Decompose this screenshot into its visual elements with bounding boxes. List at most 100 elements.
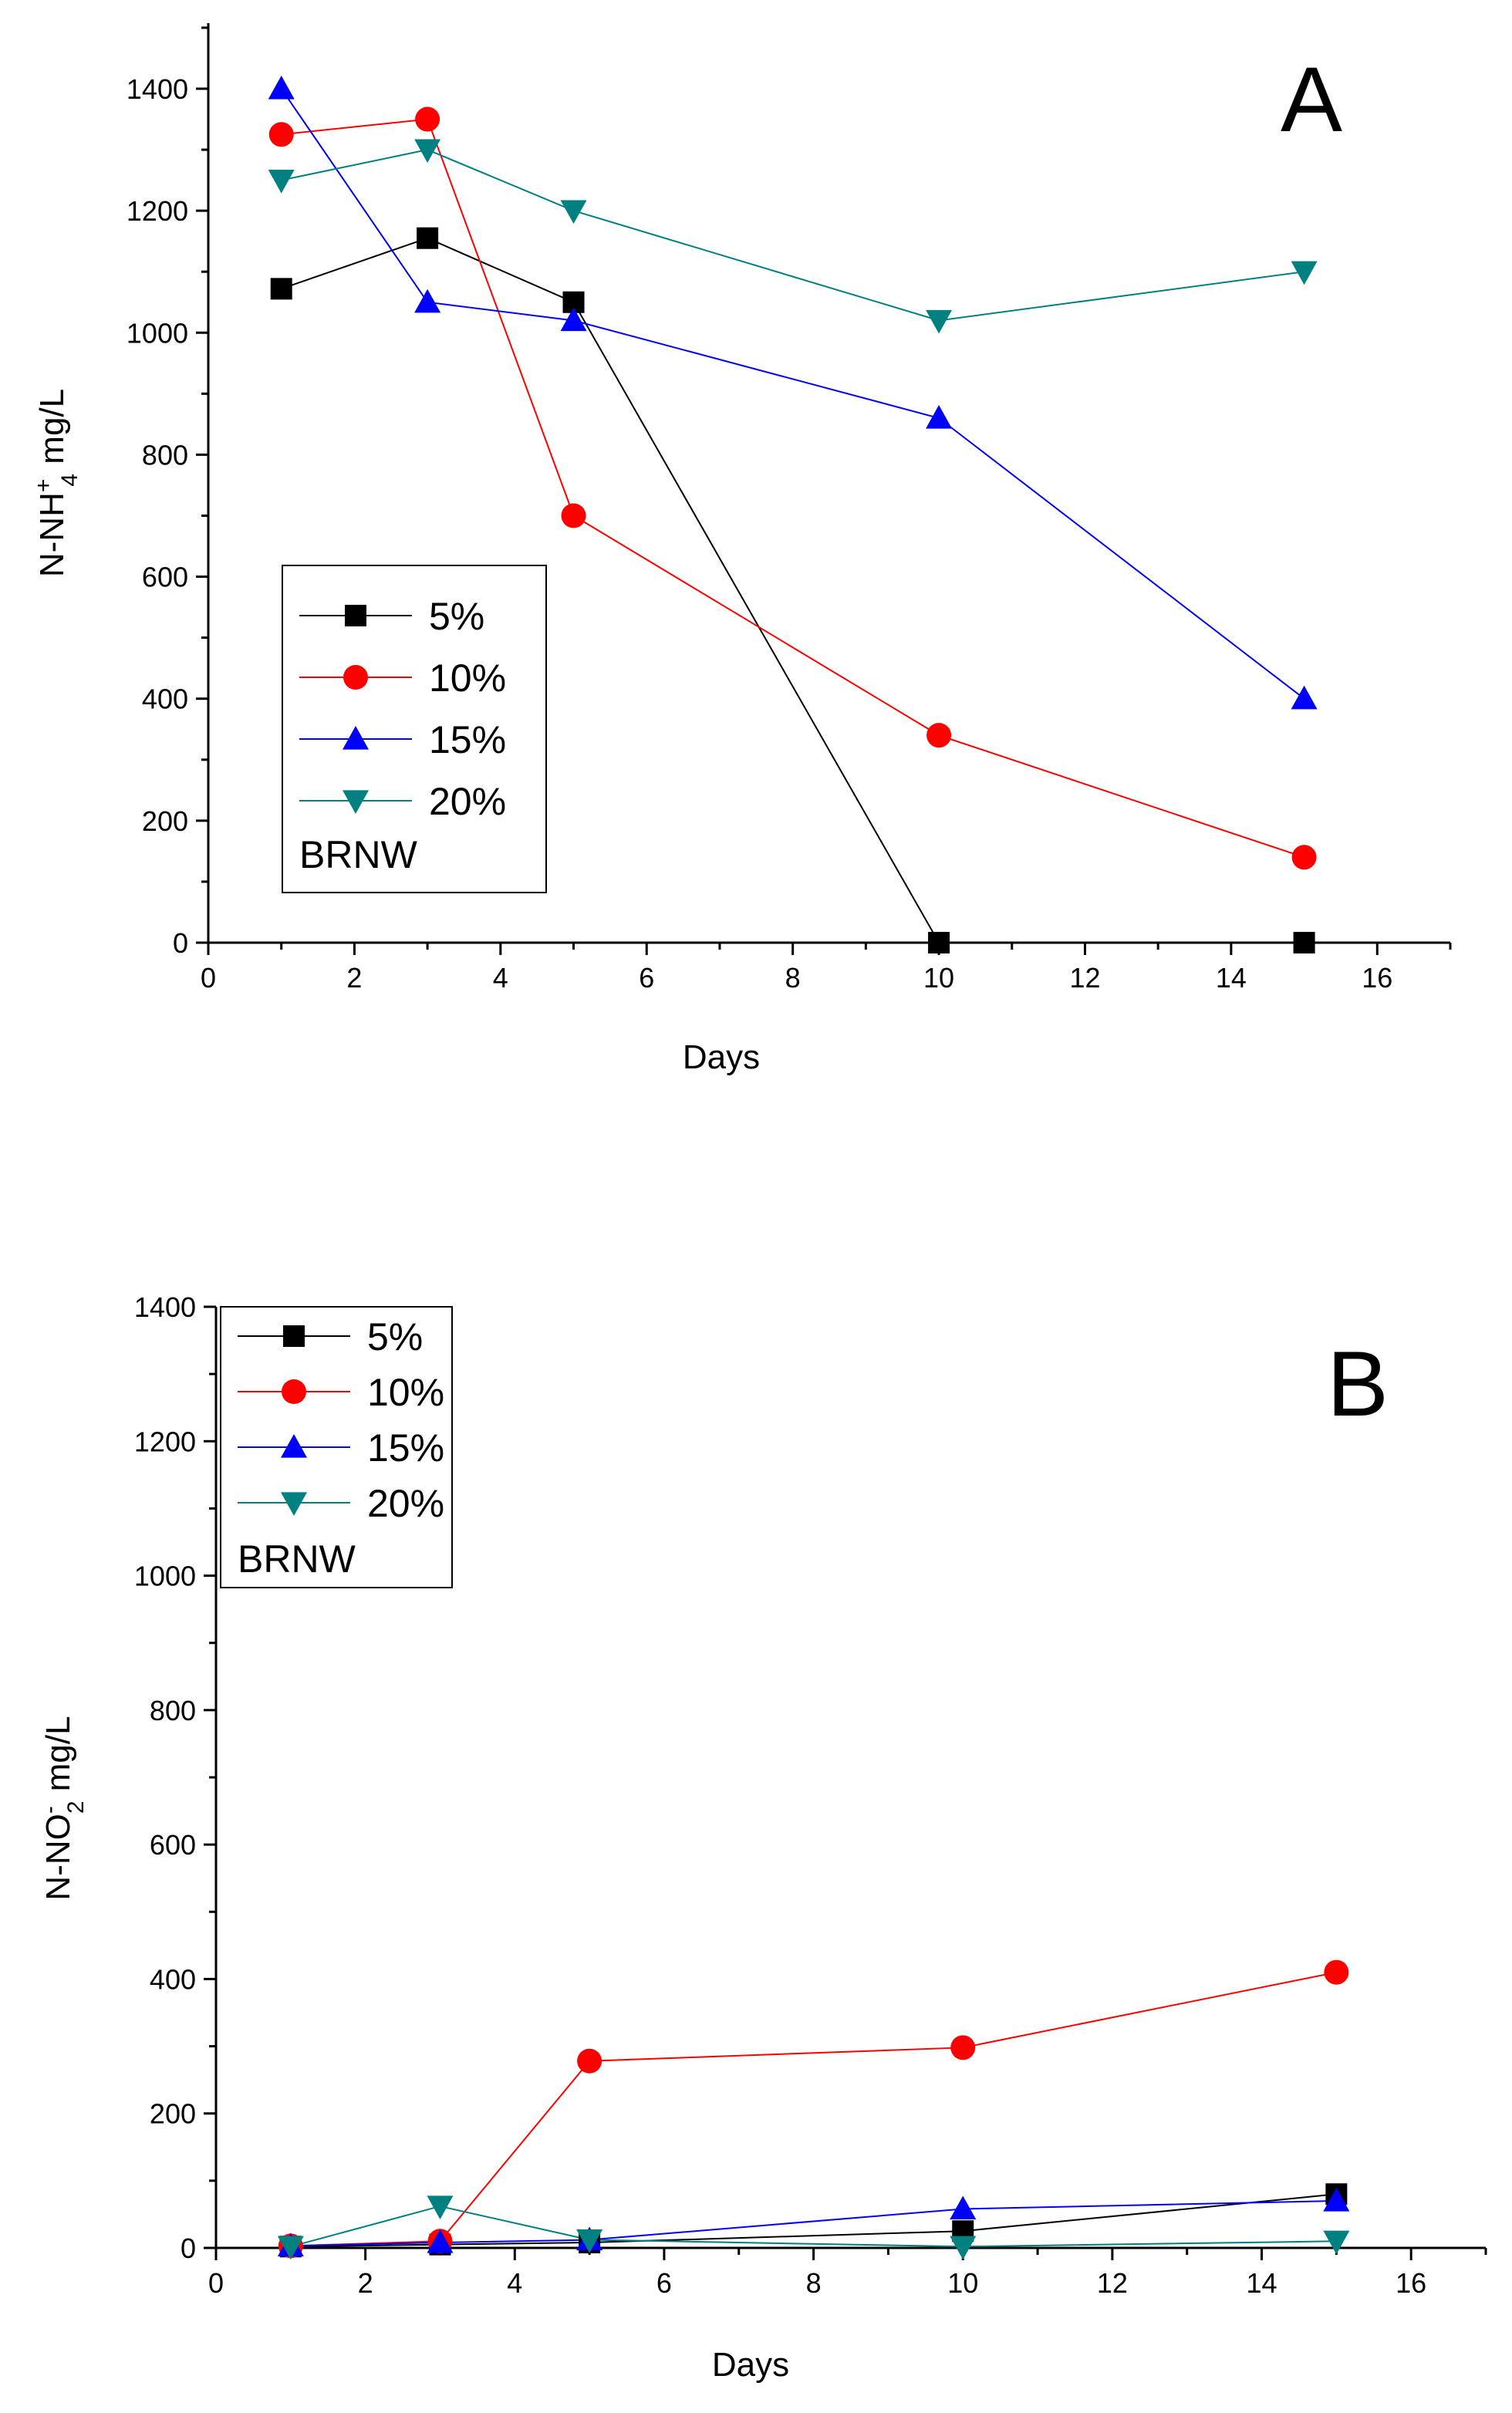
y-tick-label: 1200 [127,195,188,227]
data-point-10pct [415,106,440,132]
y-axis-title-sup: - [37,1806,62,1814]
x-tick-label: 10 [947,2267,978,2299]
legend-note: BRNW [238,1537,356,1581]
data-point-10pct [561,503,586,528]
legend-marker [283,1325,305,1347]
chart-panel-A: 0 2 4 6 8 10 12 14 16 0 200 400 600 800 1000 1200 1400 Da… [31,23,1452,1076]
legend-marker [281,1434,307,1458]
data-point-5pct [1293,932,1315,953]
data-point-15pct [1323,2188,1350,2212]
data-point-15pct [414,289,441,313]
x-tick-label: 2 [346,962,362,994]
data-point-10pct [1291,845,1317,870]
data-point-15pct [926,404,953,429]
legend-label: 5% [429,595,484,638]
legend-marker [345,605,366,626]
y-tick-label: 400 [150,1963,196,1995]
chart-panel-B: 0 2 4 6 8 10 12 14 16 0 200 400 600 800 1000 1200 1400 Da… [37,1291,1487,2384]
legend-marker [343,726,369,750]
panel-label: A [1281,48,1342,151]
y-axis-title-sub: 4 [57,474,83,487]
data-point-20pct [427,2195,454,2219]
data-point-20pct [268,170,295,194]
data-point-20pct [1323,2230,1350,2255]
legend-marker [281,1492,307,1516]
data-point-10pct [268,122,294,147]
y-axis-title: N-NH+4 mg/L [31,389,83,577]
data-point-20pct [1291,261,1318,285]
x-tick-label: 14 [1216,962,1247,994]
data-point-20pct [560,200,587,224]
x-tick-label: 0 [208,2267,224,2299]
data-point-5pct [417,227,439,249]
y-tick-label: 800 [142,439,188,471]
data-point-15pct [427,2229,454,2253]
y-tick-label: 600 [150,1829,196,1861]
x-axis-title: Days [712,2346,789,2384]
y-tick-label: 200 [142,805,188,837]
legend-label: 10% [367,1371,444,1414]
y-tick-label: 1200 [134,1426,196,1457]
y-axis-title-unit: mg/L [33,389,71,474]
y-axis-title-base: N-NH [33,492,71,577]
data-point-10pct [950,2035,976,2060]
x-axis-title: Days [683,1038,760,1076]
x-tick-label: 8 [806,2267,822,2299]
legend-label: 5% [367,1315,423,1358]
data-point-5pct [928,932,950,953]
legend-label: 15% [367,1426,444,1470]
legend-marker [282,1379,306,1404]
legend-marker [343,665,368,690]
data-point-15pct [268,76,295,100]
data-point-20pct [576,2229,603,2253]
legend-label: 10% [429,656,506,700]
x-tick-label: 0 [201,962,216,994]
y-tick-label: 400 [142,683,188,715]
data-point-10pct [1324,1959,1349,1985]
x-tick-label: 2 [358,2267,373,2299]
x-tick-label: 16 [1396,2267,1426,2299]
legend-label: 20% [367,1482,444,1525]
y-tick-label: 0 [173,927,188,959]
data-point-10pct [577,2048,602,2074]
panel-label: B [1327,1332,1389,1436]
x-tick-label: 16 [1362,962,1392,994]
x-tick-label: 10 [923,962,954,994]
y-axis-title-base: N-NO [39,1814,77,1900]
legend-label: 15% [429,718,506,761]
data-point-15pct [950,2195,977,2220]
x-tick-label: 4 [493,962,508,994]
y-tick-label: 0 [181,2232,196,2264]
y-axis-title-sup: + [31,479,56,493]
data-point-20pct [277,2236,304,2260]
legend-box [282,565,547,893]
y-tick-label: 800 [150,1695,196,1726]
y-tick-label: 1400 [127,73,188,105]
x-tick-label: 8 [785,962,801,994]
x-tick-label: 4 [507,2267,522,2299]
x-tick-label: 14 [1247,2267,1277,2299]
y-axis-title: N-NO-2 mg/L [37,1716,89,1900]
x-tick-label: 6 [656,2267,672,2299]
data-point-20pct [414,139,441,164]
x-tick-label: 12 [1069,962,1100,994]
x-tick-label: 6 [639,962,654,994]
y-axis-title-sub: 2 [63,1800,89,1814]
legend-label: 20% [429,780,506,823]
y-axis-title-unit: mg/L [39,1716,77,1800]
legend: 5% 10% 15% 20% BRNW [220,1306,453,1588]
data-point-15pct [560,307,587,332]
y-tick-label: 1000 [134,1561,196,1592]
x-tick-label: 12 [1097,2267,1128,2299]
data-point-15pct [1291,685,1318,710]
data-point-20pct [950,2236,977,2260]
data-point-5pct [270,278,292,300]
y-tick-label: 200 [150,2098,196,2130]
legend: 5% 10% 15% 20% BRNW [282,565,547,893]
legend-note: BRNW [299,833,418,876]
legend-marker [343,790,369,814]
y-tick-label: 600 [142,562,188,593]
y-tick-label: 1400 [134,1291,196,1323]
data-point-10pct [926,723,952,748]
